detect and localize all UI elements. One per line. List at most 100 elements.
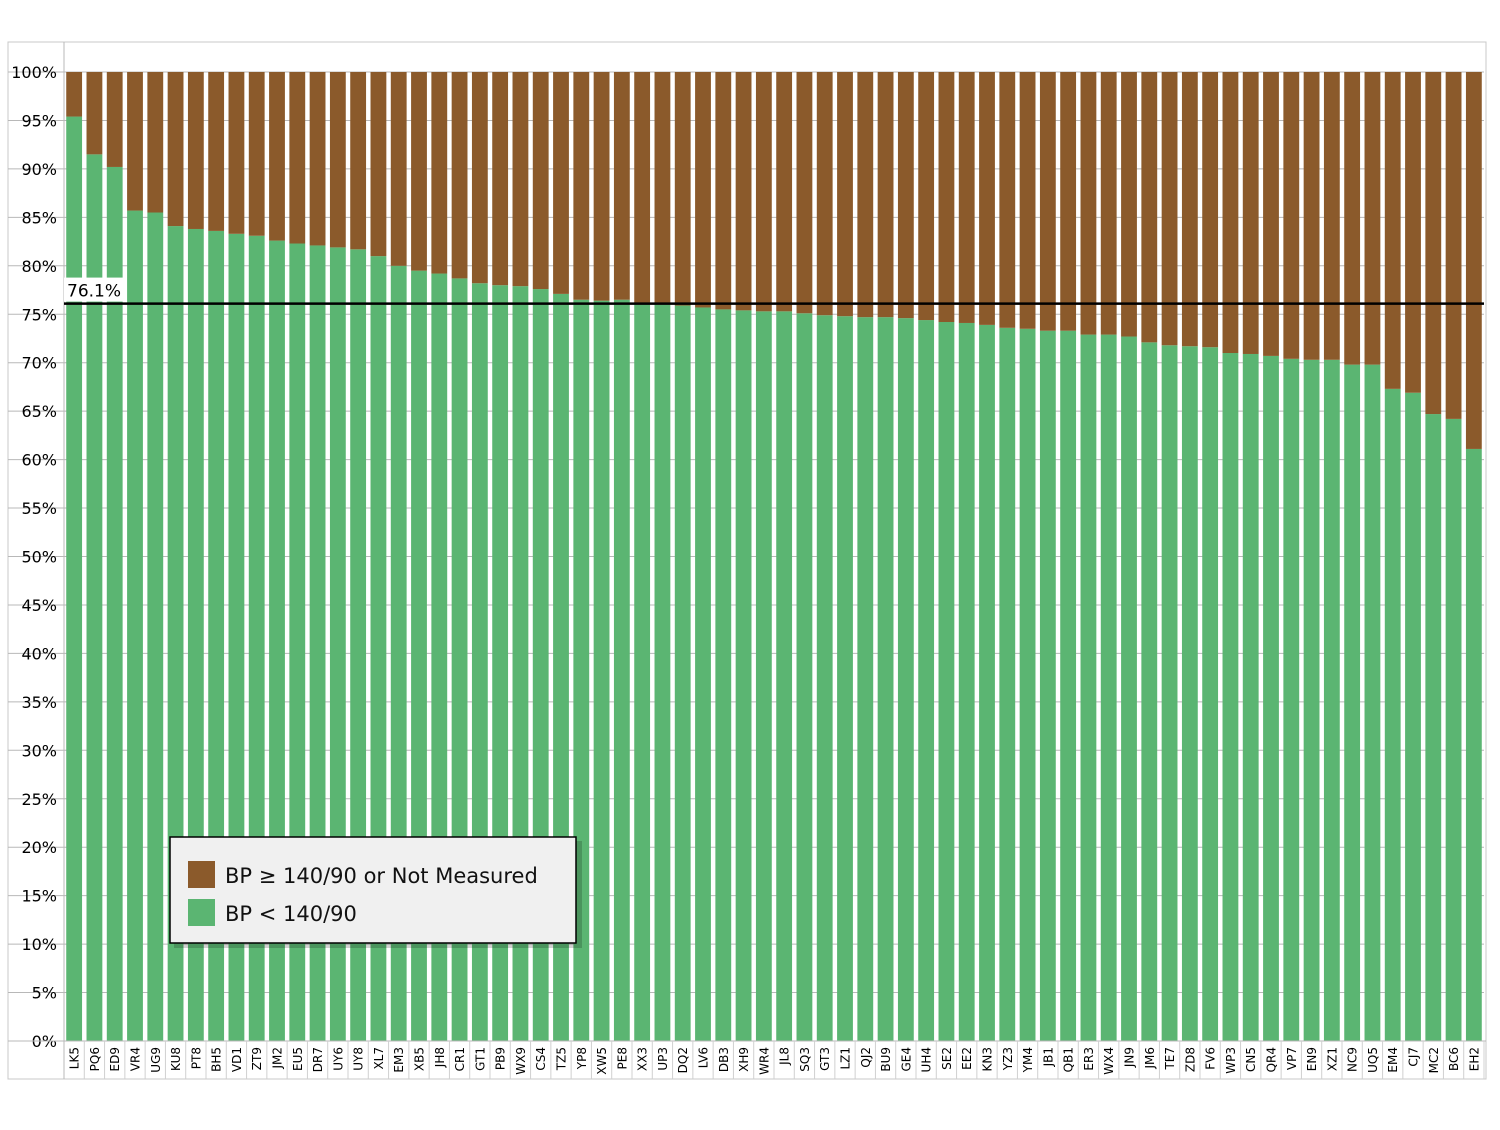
bar-bp-uncontrolled — [411, 72, 427, 271]
bar-bp-uncontrolled — [208, 72, 225, 231]
bar-bp-uncontrolled — [938, 72, 955, 323]
x-tick-label: DQ2 — [676, 1047, 690, 1073]
bar-bp-controlled — [979, 324, 995, 1041]
bar-bp-controlled — [613, 299, 630, 1042]
x-tick-label: DR7 — [311, 1047, 325, 1072]
bar-bp-controlled — [816, 315, 833, 1041]
bar-bp-controlled — [634, 303, 651, 1041]
x-tick-label: WR4 — [757, 1047, 771, 1075]
x-tick-label: BU9 — [879, 1047, 893, 1072]
bar-bp-uncontrolled — [390, 72, 407, 266]
y-axis: 0%5%10%15%20%25%30%35%40%45%50%55%60%65%… — [11, 42, 65, 1079]
x-tick-label: JN9 — [1123, 1047, 1137, 1068]
bar-bp-uncontrolled — [1425, 72, 1442, 415]
y-tick-label: 100% — [11, 63, 57, 82]
x-tick-label: DB3 — [717, 1047, 731, 1072]
x-tick-label: XZ1 — [1325, 1047, 1339, 1071]
x-tick-label: EM3 — [392, 1047, 406, 1073]
x-tick-label: GT1 — [473, 1047, 487, 1071]
bar-bp-uncontrolled — [1202, 72, 1219, 348]
bar-bp-controlled — [918, 320, 935, 1042]
bar-bp-controlled — [1303, 359, 1320, 1042]
x-tick-label: GE4 — [899, 1047, 913, 1072]
x-tick-label: PQ6 — [88, 1047, 102, 1071]
x-tick-label: EU5 — [291, 1047, 305, 1071]
bar-bp-uncontrolled — [1161, 72, 1178, 346]
bar-bp-uncontrolled — [918, 72, 935, 321]
bar-bp-uncontrolled — [1080, 72, 1097, 335]
bar-bp-controlled — [674, 305, 691, 1041]
bar-bp-controlled — [1465, 448, 1482, 1041]
bar-bp-controlled — [755, 311, 772, 1041]
legend-box — [169, 836, 577, 944]
bar-bp-uncontrolled — [654, 72, 671, 305]
bar-bp-uncontrolled — [512, 72, 529, 287]
bar-bp-uncontrolled — [309, 72, 326, 246]
bar-bp-uncontrolled — [492, 72, 509, 286]
y-tick-label: 55% — [21, 499, 57, 518]
bar-bp-uncontrolled — [715, 72, 732, 310]
bar-bp-controlled — [1181, 346, 1198, 1041]
x-tick-label: UY6 — [331, 1047, 345, 1071]
bar-bp-uncontrolled — [127, 72, 143, 211]
bars-group — [66, 72, 1482, 1042]
y-tick-label: 85% — [21, 208, 57, 227]
bar-bp-controlled — [877, 317, 894, 1042]
y-tick-label: 30% — [21, 741, 57, 760]
bar-bp-uncontrolled — [897, 72, 914, 319]
x-tick-label: ZD8 — [1183, 1047, 1197, 1072]
legend-label: BP < 140/90 — [225, 902, 357, 926]
x-tick-label: YP8 — [575, 1047, 589, 1070]
bar-bp-uncontrolled — [816, 72, 833, 316]
x-tick-label: UG9 — [149, 1047, 163, 1073]
bar-bp-uncontrolled — [674, 72, 691, 306]
bar-bp-uncontrolled — [532, 72, 549, 290]
bar-bp-controlled — [1323, 359, 1340, 1042]
y-tick-label: 20% — [21, 838, 57, 857]
x-tick-label: WP3 — [1224, 1047, 1238, 1074]
bar-bp-controlled — [1364, 364, 1381, 1041]
legend-label: BP ≥ 140/90 or Not Measured — [225, 864, 538, 888]
bar-bp-controlled — [938, 322, 955, 1041]
x-tick-label: CS4 — [534, 1047, 548, 1071]
x-tick-label: JL8 — [778, 1047, 792, 1066]
bar-bp-uncontrolled — [1039, 72, 1056, 331]
x-tick-label: VD1 — [230, 1047, 244, 1072]
bar-bp-controlled — [1425, 414, 1442, 1041]
bar-bp-uncontrolled — [86, 72, 103, 155]
bar-bp-controlled — [958, 322, 975, 1041]
bar-bp-uncontrolled — [695, 72, 711, 308]
bar-bp-controlled — [1141, 342, 1158, 1041]
x-tick-label: XX3 — [636, 1047, 650, 1071]
legend: BP ≥ 140/90 or Not Measured BP < 140/90 — [169, 836, 582, 948]
bar-bp-uncontrolled — [1283, 72, 1300, 359]
bar-bp-uncontrolled — [147, 72, 164, 213]
x-tick-label: YZ3 — [1001, 1047, 1015, 1071]
x-tick-label: JH8 — [433, 1047, 447, 1068]
bar-bp-uncontrolled — [1242, 72, 1259, 354]
y-tick-label: 25% — [21, 790, 57, 809]
x-tick-label: LK5 — [68, 1047, 82, 1069]
bar-bp-uncontrolled — [958, 72, 975, 323]
bar-bp-uncontrolled — [776, 72, 793, 312]
bar-bp-controlled — [1100, 334, 1117, 1041]
bar-bp-controlled — [66, 116, 83, 1042]
x-tick-label: CR1 — [453, 1047, 467, 1071]
bar-bp-controlled — [695, 307, 711, 1041]
x-tick-label: VP7 — [1285, 1047, 1299, 1070]
x-tick-label: JM6 — [1143, 1047, 1157, 1070]
bar-bp-uncontrolled — [471, 72, 488, 284]
bar-bp-uncontrolled — [451, 72, 468, 279]
bar-bp-controlled — [1121, 336, 1137, 1041]
bar-bp-uncontrolled — [66, 72, 83, 117]
reference-line-label: 76.1% — [67, 282, 121, 302]
x-tick-label: WX9 — [514, 1047, 528, 1075]
x-tick-label: SQ3 — [798, 1047, 812, 1072]
x-tick-label: BH5 — [210, 1047, 224, 1072]
bar-bp-controlled — [1222, 353, 1239, 1041]
x-tick-label: NC9 — [1346, 1047, 1360, 1072]
bar-bp-uncontrolled — [613, 72, 630, 300]
y-tick-label: 60% — [21, 451, 57, 470]
bar-bp-uncontrolled — [1019, 72, 1036, 329]
